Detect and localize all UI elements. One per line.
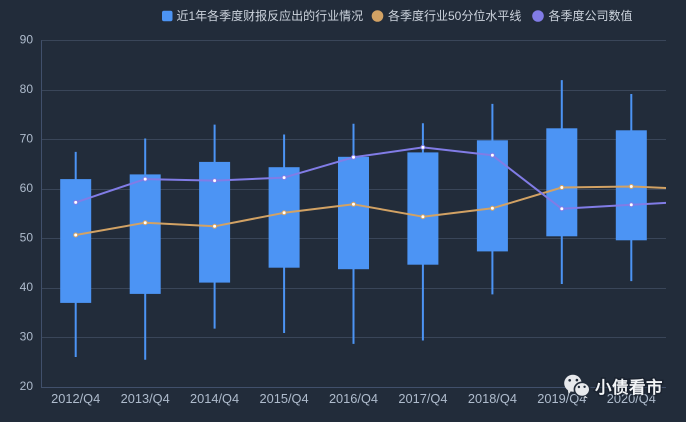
svg-text:2014/Q4: 2014/Q4: [190, 391, 239, 406]
svg-text:60: 60: [20, 181, 34, 195]
svg-text:2020/Q4: 2020/Q4: [607, 391, 656, 406]
svg-text:20: 20: [20, 379, 34, 393]
svg-text:50: 50: [20, 231, 34, 245]
svg-text:70: 70: [20, 132, 34, 146]
svg-text:2016/Q4: 2016/Q4: [329, 391, 378, 406]
svg-text:40: 40: [20, 280, 34, 294]
svg-text:2019/Q4: 2019/Q4: [537, 391, 586, 406]
svg-text:2018/Q4: 2018/Q4: [468, 391, 517, 406]
svg-text:各季度公司数值: 各季度公司数值: [549, 8, 633, 23]
svg-text:2013/Q4: 2013/Q4: [121, 391, 170, 406]
svg-text:30: 30: [20, 330, 34, 344]
svg-text:小债看市: 小债看市: [595, 377, 663, 397]
svg-text:近1年各季度财报反应出的行业情况: 近1年各季度财报反应出的行业情况: [177, 8, 364, 23]
svg-text:2017/Q4: 2017/Q4: [398, 391, 447, 406]
svg-text:80: 80: [20, 82, 34, 96]
svg-text:2012/Q4: 2012/Q4: [51, 391, 100, 406]
svg-text:各季度行业50分位水平线: 各季度行业50分位水平线: [388, 8, 521, 23]
svg-text:90: 90: [20, 33, 34, 47]
svg-text:小债看市: 小债看市: [595, 377, 663, 397]
svg-text:2015/Q4: 2015/Q4: [260, 391, 309, 406]
